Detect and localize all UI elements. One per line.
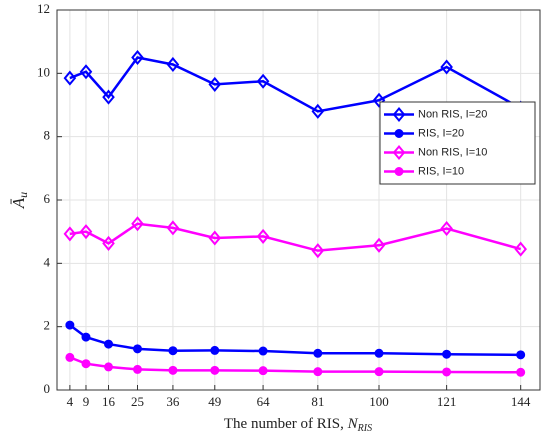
marker [131, 49, 144, 66]
legend: Non RIS, I=20 RIS, I=20 Non RIS, I=10 RIS, … [379, 101, 536, 185]
marker [258, 346, 268, 356]
x-label-sub: RIS [357, 423, 372, 434]
marker [374, 367, 384, 377]
marker [168, 346, 178, 356]
legend-label: RIS, I=10 [418, 165, 464, 177]
x-label-text: The number of RIS, [224, 416, 348, 432]
y-axis-label: Āu [9, 192, 30, 209]
marker [131, 216, 144, 232]
marker [210, 365, 220, 375]
marker [392, 106, 406, 123]
series-line [69, 222, 522, 252]
x-tick-label: 64 [257, 394, 271, 409]
marker [208, 76, 222, 92]
marker [65, 352, 75, 362]
marker [81, 359, 91, 369]
y-tick-label: 12 [37, 1, 50, 16]
legend-label: Non RIS, I=10 [418, 146, 487, 158]
x-tick-label: 25 [131, 394, 144, 409]
marker [514, 241, 527, 257]
marker [208, 230, 222, 246]
marker [516, 367, 526, 377]
marker [258, 366, 268, 376]
x-tick-label: 4 [67, 394, 74, 409]
marker [63, 226, 77, 242]
x-tick-label: 121 [437, 394, 457, 409]
marker [394, 129, 404, 138]
marker [168, 365, 178, 375]
marker [372, 237, 386, 253]
marker [102, 89, 115, 105]
x-label-var: N [347, 416, 359, 432]
legend-label: RIS, I=20 [418, 127, 464, 139]
x-tick-label: 9 [83, 394, 90, 409]
marker [166, 220, 180, 236]
x-tick-label: 144 [511, 394, 531, 409]
marker [256, 228, 270, 244]
x-tick-label: 100 [369, 394, 389, 409]
marker [81, 332, 91, 342]
marker [442, 367, 452, 377]
x-tick-label: 81 [311, 394, 324, 409]
y-tick-label: 0 [44, 381, 51, 396]
marker [133, 364, 142, 374]
marker [166, 56, 180, 73]
marker [133, 344, 142, 354]
marker [440, 220, 453, 237]
x-axis-label: The number of RIS, NRIS [224, 416, 372, 434]
y-label-sub: u [16, 192, 30, 198]
y-tick-label: 4 [44, 254, 51, 269]
y-tick-label: 2 [44, 318, 51, 333]
marker [311, 103, 325, 119]
y-tick-label: 10 [37, 64, 50, 79]
marker [63, 70, 77, 86]
marker [313, 348, 323, 358]
marker [442, 349, 452, 359]
legend-label: Non RIS, I=20 [418, 108, 487, 120]
marker [372, 92, 386, 108]
marker [440, 59, 453, 75]
marker [374, 348, 384, 358]
x-tick-label: 36 [166, 394, 180, 409]
marker [79, 64, 93, 80]
marker [394, 167, 404, 176]
marker [516, 350, 526, 360]
marker [392, 144, 406, 161]
marker [104, 339, 114, 349]
marker [65, 320, 75, 330]
marker [79, 224, 93, 240]
marker [210, 345, 220, 355]
x-tick-label: 16 [102, 394, 116, 409]
y-tick-label: 8 [44, 128, 51, 143]
series-line [69, 56, 522, 113]
marker [256, 73, 270, 89]
x-tick-label: 49 [208, 394, 221, 409]
y-tick-label: 6 [44, 191, 51, 206]
marker [313, 367, 323, 377]
plot-frame [56, 9, 541, 391]
marker [104, 362, 114, 372]
marker [102, 235, 115, 251]
y-label-text: Ā [9, 197, 28, 209]
marker [311, 243, 325, 259]
